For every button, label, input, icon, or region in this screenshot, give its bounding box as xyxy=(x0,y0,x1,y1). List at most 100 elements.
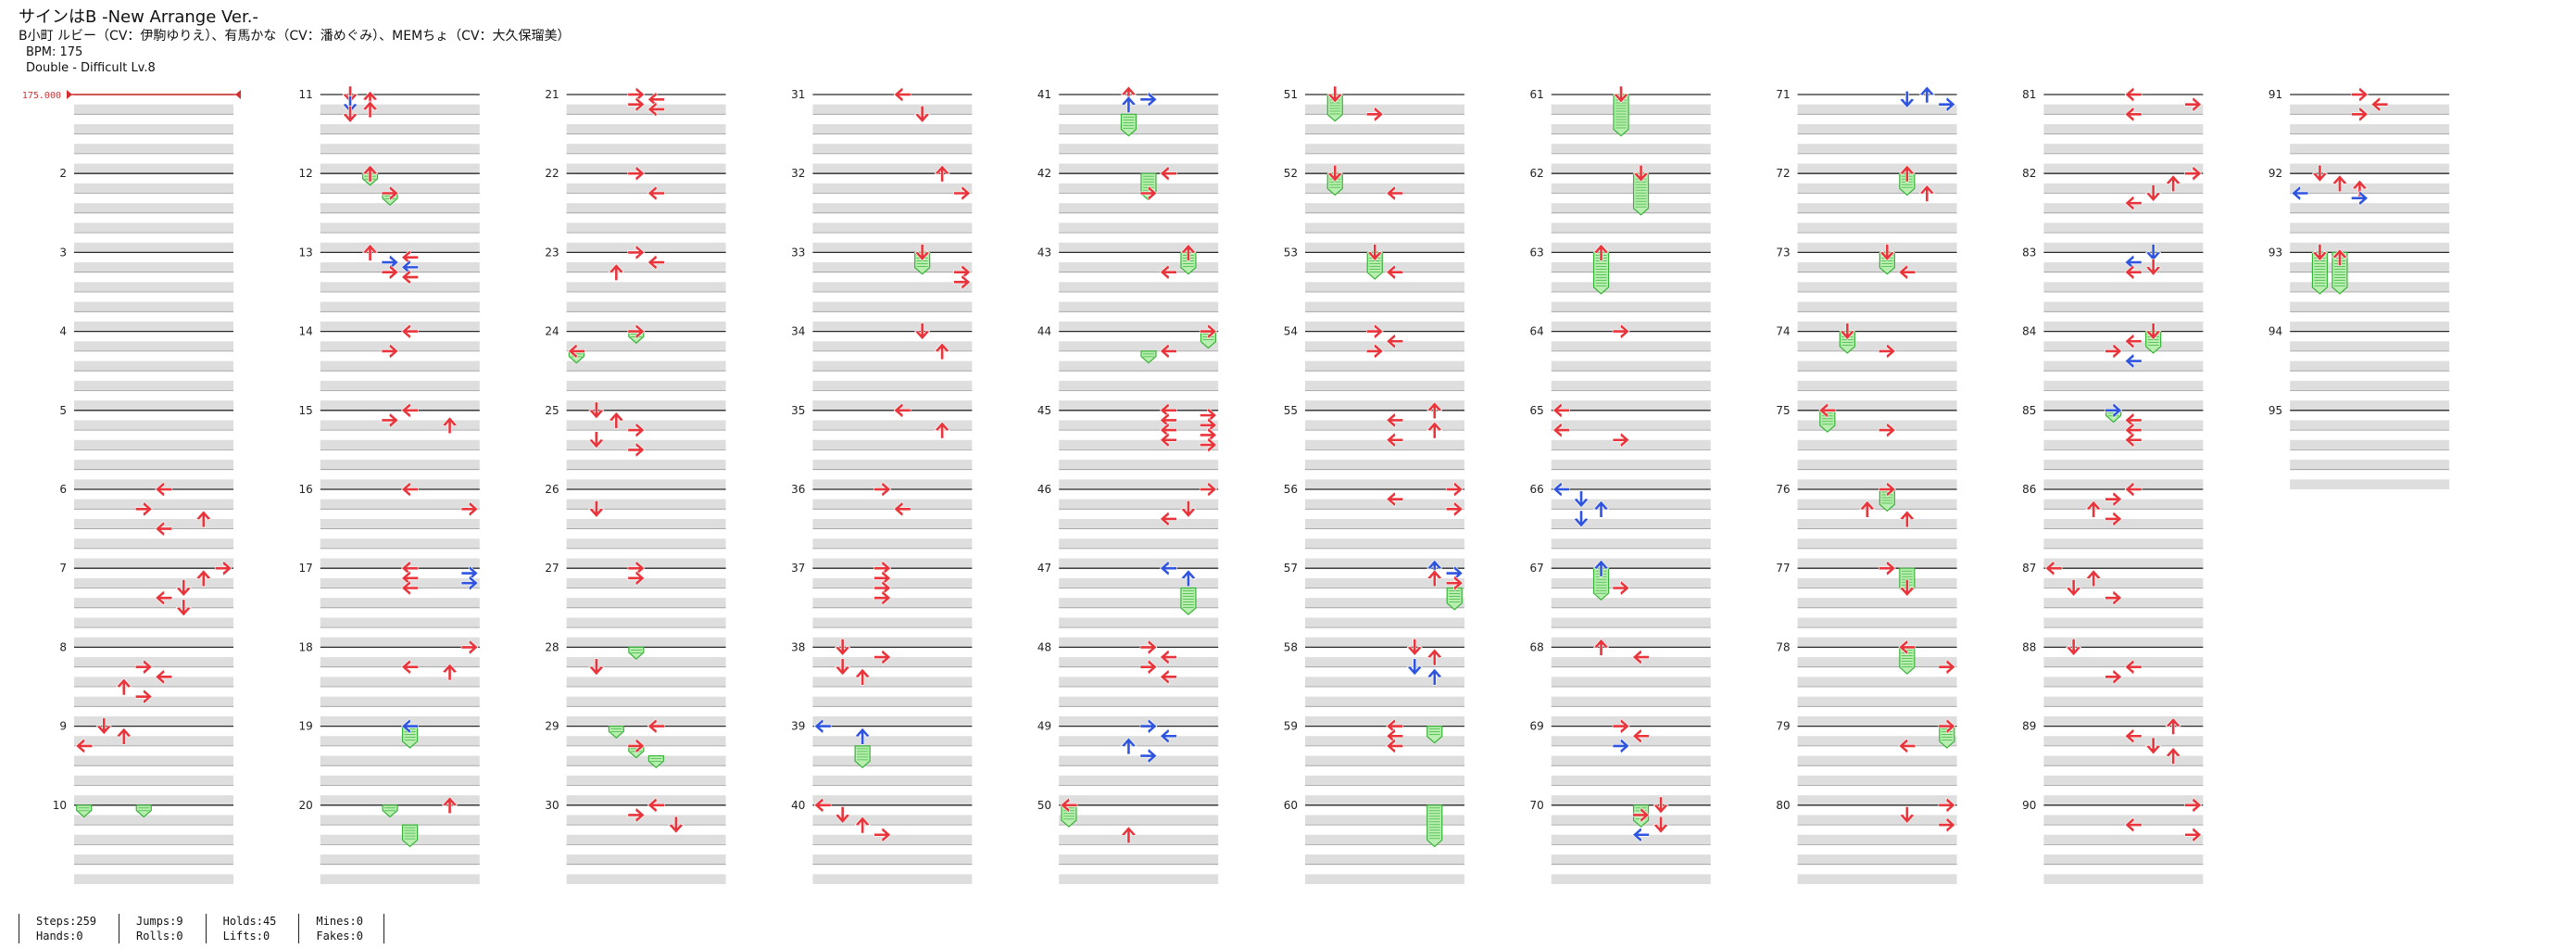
beat-band xyxy=(1797,874,1957,884)
beat-band xyxy=(812,677,973,687)
step-arrow-icon xyxy=(1612,323,1630,340)
beat-band xyxy=(74,538,233,549)
beat-band xyxy=(1059,577,1219,588)
beat-band xyxy=(1305,222,1464,234)
step-arrow-icon xyxy=(1552,402,1570,419)
beat-band xyxy=(2043,755,2204,766)
measure-number: 63 xyxy=(1530,246,1544,259)
step-arrow-icon xyxy=(1879,343,1896,360)
beat-band xyxy=(1797,301,1957,312)
measure-number: 37 xyxy=(791,562,805,575)
beat-band xyxy=(1797,242,1957,253)
beat-band xyxy=(812,637,973,648)
beat-band xyxy=(1797,736,1957,746)
rolls-count: Rolls:0 xyxy=(136,930,183,943)
step-arrow-icon xyxy=(1326,85,1343,104)
step-arrow-icon xyxy=(1386,333,1404,349)
step-arrow-icon xyxy=(1593,559,1610,577)
measure-number: 83 xyxy=(2022,246,2036,259)
beat-band xyxy=(1059,715,1219,727)
beat-band xyxy=(566,834,726,845)
beat-band xyxy=(566,775,726,786)
step-arrow-icon xyxy=(1406,639,1423,656)
beat-band xyxy=(566,203,726,213)
beat-band xyxy=(1059,657,1219,667)
beat-band xyxy=(1059,262,1219,272)
beat-band xyxy=(320,677,480,687)
beat-band xyxy=(812,775,973,786)
measure-number: 4 xyxy=(59,325,67,338)
measure-number: 90 xyxy=(2022,799,2036,812)
beat-band xyxy=(1797,834,1957,845)
step-arrow-icon xyxy=(1426,401,1443,420)
beat-band xyxy=(566,815,726,826)
beat-band xyxy=(2290,104,2450,115)
beat-band xyxy=(566,400,726,411)
step-arrow-icon xyxy=(588,500,605,518)
beat-band xyxy=(566,301,726,312)
step-arrow-icon xyxy=(1139,659,1158,676)
beat-band xyxy=(566,715,726,727)
beat-band xyxy=(566,499,726,510)
beat-band xyxy=(812,755,973,766)
step-arrow-icon xyxy=(381,264,399,281)
beat-band xyxy=(320,815,480,826)
beat-band xyxy=(2043,854,2204,865)
beat-band xyxy=(812,341,973,351)
beat-band xyxy=(2043,538,2204,549)
step-arrow-icon xyxy=(1938,96,1956,113)
step-arrow-icon xyxy=(647,797,665,814)
beat-band xyxy=(566,736,726,746)
beat-band xyxy=(1797,479,1957,489)
beat-band xyxy=(320,361,480,372)
step-arrow-icon xyxy=(2105,589,2123,606)
beat-band xyxy=(74,123,233,134)
step-arrow-icon xyxy=(401,718,419,735)
beat-band xyxy=(1551,677,1711,687)
hold-body xyxy=(1180,587,1197,615)
beat-band xyxy=(320,183,480,194)
step-arrow-icon xyxy=(914,244,931,261)
beat-band xyxy=(566,518,726,529)
beat-band xyxy=(1059,341,1219,351)
step-arrow-icon xyxy=(627,422,646,438)
beat-band xyxy=(1059,834,1219,845)
beat-band xyxy=(566,874,726,884)
measure-number: 7 xyxy=(59,562,67,575)
beat-band xyxy=(2043,282,2204,292)
beat-band xyxy=(1797,677,1957,687)
step-arrow-icon xyxy=(1406,658,1423,677)
beat-band xyxy=(2043,301,2204,312)
beat-band xyxy=(566,380,726,391)
beat-band xyxy=(812,203,973,213)
beat-band xyxy=(1797,598,1957,608)
beat-band xyxy=(74,499,233,510)
step-arrow-icon xyxy=(2184,827,2203,843)
step-arrow-icon xyxy=(1365,343,1384,360)
step-arrow-icon xyxy=(1386,411,1404,428)
beat-band xyxy=(320,874,480,884)
beat-band xyxy=(1305,439,1464,450)
beat-band xyxy=(1059,144,1219,154)
step-arrow-icon xyxy=(401,659,419,676)
measure-number: 95 xyxy=(2268,404,2282,417)
step-arrow-icon xyxy=(835,658,851,677)
beat-band xyxy=(1797,657,1957,667)
beat-band xyxy=(1551,696,1711,707)
beat-band xyxy=(2043,144,2204,154)
step-arrow-icon xyxy=(2105,343,2123,360)
beat-band xyxy=(1305,617,1464,628)
step-arrow-icon xyxy=(1652,796,1669,815)
beat-band xyxy=(320,420,480,431)
beat-band xyxy=(2043,203,2204,213)
beat-band xyxy=(1797,715,1957,727)
measure-number: 39 xyxy=(791,720,805,733)
beat-band xyxy=(320,242,480,253)
song-header: サインはB -New Arrange Ver.- B小町 ルビー（CV：伊駒ゆり… xyxy=(19,7,571,76)
step-arrow-icon xyxy=(1159,560,1177,576)
step-arrow-icon xyxy=(2066,639,2082,656)
beat-band xyxy=(1305,637,1464,648)
step-arrow-icon xyxy=(1879,481,1896,498)
step-arrow-icon xyxy=(442,796,459,815)
step-arrow-icon xyxy=(893,86,911,103)
